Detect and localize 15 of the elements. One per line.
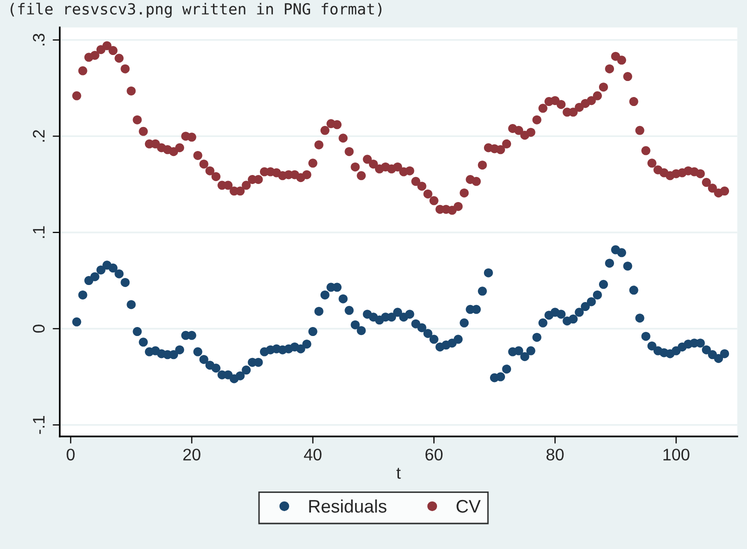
x-tick-label: 40 bbox=[304, 448, 322, 461]
y-tick-label: -.1 bbox=[33, 416, 44, 434]
x-tick-label: 0 bbox=[66, 448, 75, 461]
legend-label: CV bbox=[456, 500, 481, 513]
x-axis-title: t bbox=[396, 468, 401, 479]
y-tick-label: 0 bbox=[32, 324, 45, 333]
y-tick-label: .3 bbox=[32, 34, 45, 46]
legend-label: Residuals bbox=[309, 499, 386, 513]
y-tick-label: .1 bbox=[33, 226, 44, 238]
x-tick-label: 100 bbox=[664, 448, 690, 461]
x-tick-label: 60 bbox=[426, 448, 443, 461]
y-tick-label: .2 bbox=[32, 130, 44, 142]
x-tick-label: 80 bbox=[546, 448, 564, 461]
text: (file resvscv3.png written in PNG format) bbox=[10, 2, 382, 18]
x-tick-label: 20 bbox=[183, 448, 200, 461]
